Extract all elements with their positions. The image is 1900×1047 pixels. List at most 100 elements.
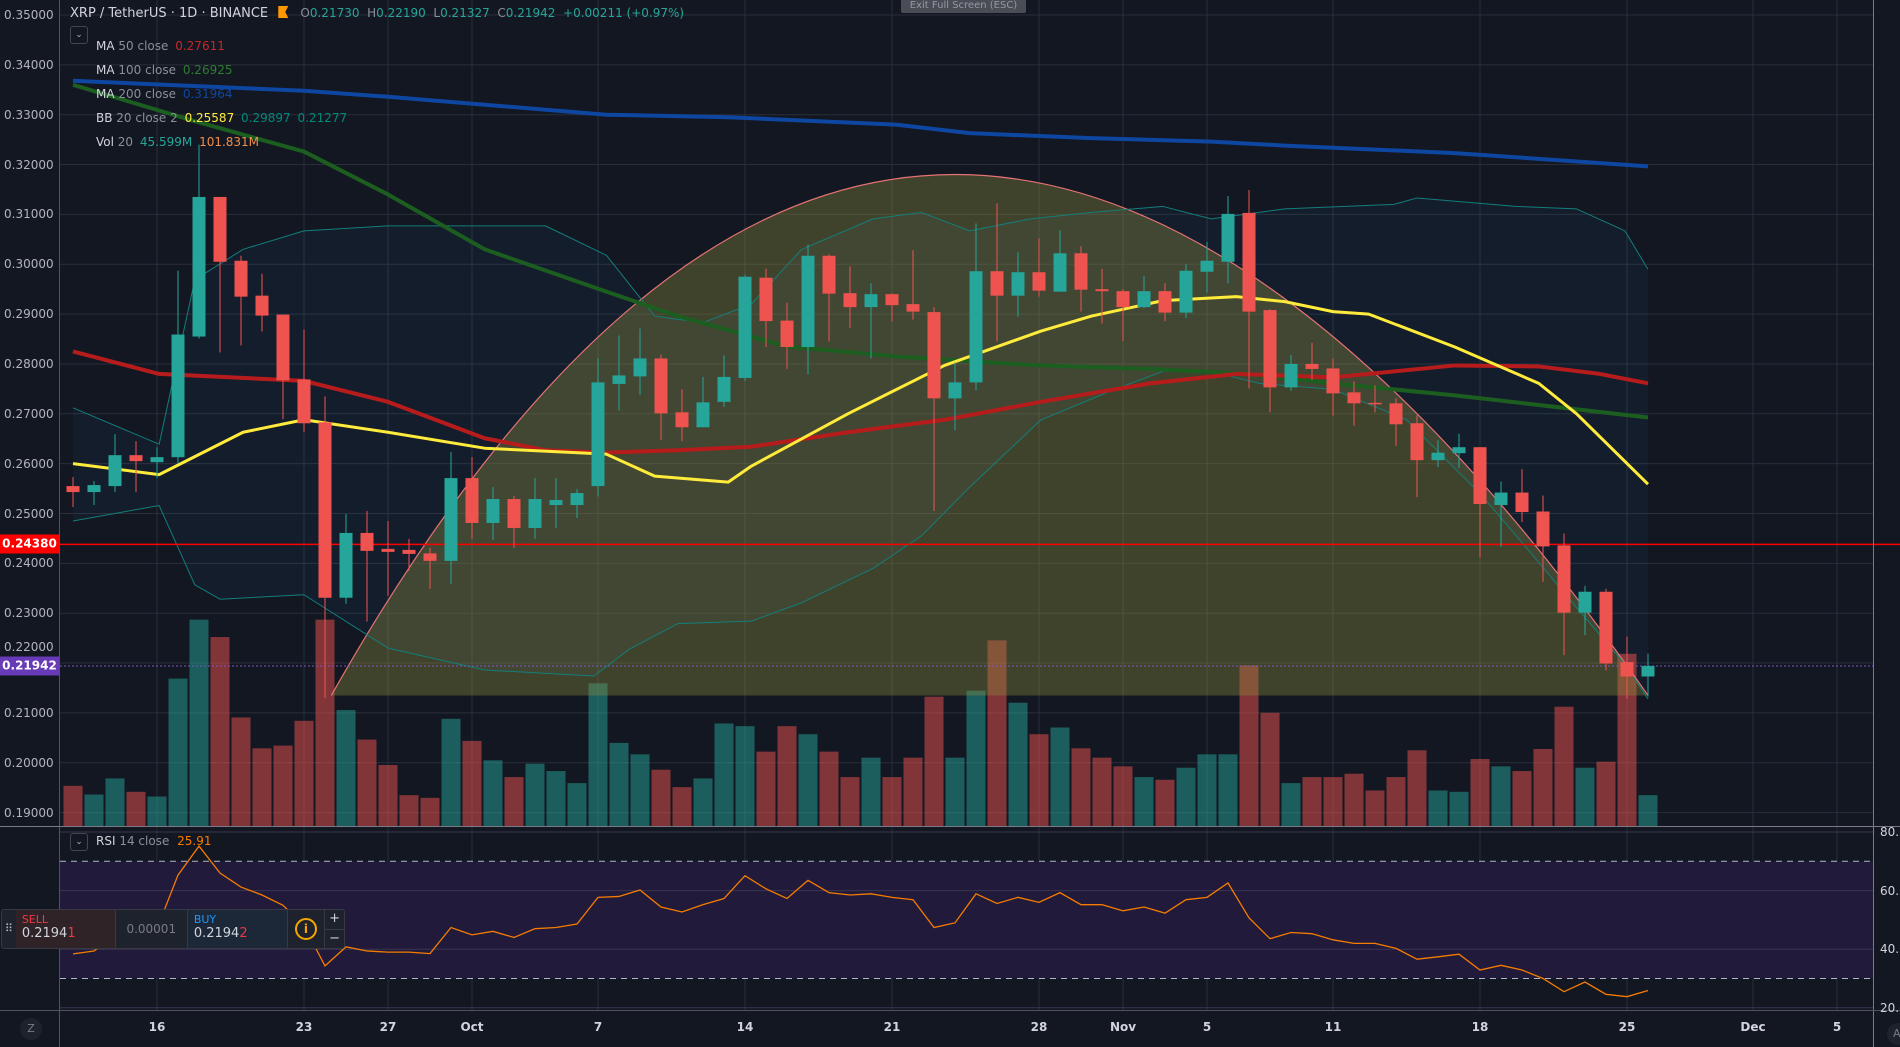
candle-body [192, 196, 206, 337]
volume-bar [840, 777, 860, 826]
volume-bar [84, 794, 104, 826]
volume-bar [1512, 771, 1532, 826]
candle-body [255, 295, 269, 316]
close-key: C [497, 6, 506, 20]
candle [444, 452, 458, 584]
time-axis-label: 21 [883, 1020, 901, 1034]
flag-icon[interactable] [278, 6, 289, 18]
indicator-legend-ma[interactable]: MA 200 close 0.31964 [96, 87, 232, 101]
volume-bar [1176, 767, 1196, 826]
volume-bar [1575, 767, 1595, 826]
candle [1536, 495, 1550, 582]
indicator-legend-bb[interactable]: BB 20 close 2 0.25587 0.29897 0.21277 [96, 111, 347, 125]
decrease-quantity-button[interactable]: − [329, 930, 341, 946]
volume-bar [1281, 783, 1301, 826]
volume-bar [630, 754, 650, 826]
volume-bar [252, 748, 272, 826]
candle [1116, 289, 1130, 342]
candle-body [864, 294, 878, 308]
candle [780, 302, 794, 369]
separator: · [170, 6, 175, 21]
volume-bar [567, 783, 587, 826]
buy-button[interactable]: BUY 0.21942 [187, 910, 287, 948]
indicator-value: 101.831M [199, 135, 260, 149]
candle-body [171, 334, 185, 458]
candle-body [1263, 310, 1277, 388]
drag-handle-icon[interactable]: ⠿ [4, 922, 13, 935]
volume-bar [693, 778, 713, 826]
volume-bar [525, 763, 545, 826]
price-axis-label: 0.23000 [4, 606, 54, 621]
volume-bar [882, 777, 902, 826]
candle-body [1137, 291, 1151, 308]
candle-body [129, 455, 143, 462]
sell-button[interactable]: SELL 0.21941 [15, 910, 115, 948]
volume-bar [1008, 702, 1028, 826]
volume-bar [357, 739, 377, 826]
exit-fullscreen-button[interactable]: Exit Full Screen (ESC) [901, 0, 1026, 13]
volume-bar [1050, 727, 1070, 826]
indicator-legend-ma[interactable]: MA 50 close 0.27611 [96, 39, 225, 53]
sell-label: SELL [21, 913, 49, 926]
candle-body [1116, 291, 1130, 308]
rsi-axis-label: 20.00 [1880, 1000, 1900, 1015]
candle-body [1410, 423, 1424, 461]
volume-bar [609, 742, 629, 826]
volume-bar [336, 710, 356, 826]
candle-body [969, 271, 983, 383]
candle [213, 196, 227, 353]
candle-body [1536, 511, 1550, 547]
time-axis-label: 5 [1832, 1020, 1842, 1034]
info-button[interactable]: i [286, 910, 325, 948]
candle [717, 355, 731, 407]
buy-label: BUY [193, 913, 217, 926]
candle-body [150, 457, 164, 463]
rsi-axis-label: 80.00 [1880, 825, 1900, 839]
candle-body [465, 478, 479, 523]
candle-body [843, 293, 857, 308]
auto-scale-button-left[interactable]: Z [20, 1018, 42, 1040]
candle-body [612, 375, 626, 384]
volume-bar [819, 751, 839, 826]
candle [1473, 447, 1487, 558]
volume-bar [672, 787, 692, 826]
volume-bar [1155, 779, 1175, 826]
ma50-line [72, 349, 1649, 455]
price-axis-label: 0.31000 [4, 207, 54, 222]
candle-body [570, 493, 584, 506]
time-axis-label: 7 [593, 1020, 603, 1034]
candle-body [234, 260, 248, 297]
price-axis-label: 0.20000 [4, 755, 54, 770]
volume-bar [735, 726, 755, 826]
symbol-header[interactable]: XRP / TetherUS · 1D · BINANCE O0.21730 H… [70, 6, 684, 21]
candle-body [948, 382, 962, 399]
price-axis-label: 0.25000 [4, 506, 54, 521]
candle-body [1347, 392, 1361, 404]
candle [1284, 354, 1298, 391]
candle-body [696, 402, 710, 428]
candle [1158, 283, 1172, 322]
volume-bar [1533, 748, 1553, 826]
collapse-rsi-button[interactable]: ⌄ [70, 833, 88, 851]
sell-price: 0.2194 [21, 926, 68, 941]
indicator-legend-vol[interactable]: Vol 20 45.599M 101.831M [96, 135, 259, 149]
candle-body [1326, 368, 1340, 394]
candle-body [1641, 665, 1655, 677]
auto-scale-button-right[interactable]: A [1887, 1023, 1900, 1045]
collapse-indicators-button[interactable]: ⌄ [70, 26, 88, 44]
price-axis-label: 0.32000 [4, 157, 54, 172]
candle [906, 250, 920, 320]
volume-bar [504, 777, 524, 826]
candle [843, 266, 857, 329]
volume-bar [168, 678, 188, 826]
volume-bar [1239, 665, 1259, 826]
indicator-legend-ma[interactable]: MA 100 close 0.26925 [96, 63, 232, 77]
candle [549, 478, 563, 528]
increase-quantity-button[interactable]: + [325, 910, 344, 930]
candle-body [108, 455, 122, 487]
candle [633, 328, 647, 395]
candle [1032, 238, 1046, 297]
candle [885, 293, 899, 322]
volume-bar [1134, 777, 1154, 826]
